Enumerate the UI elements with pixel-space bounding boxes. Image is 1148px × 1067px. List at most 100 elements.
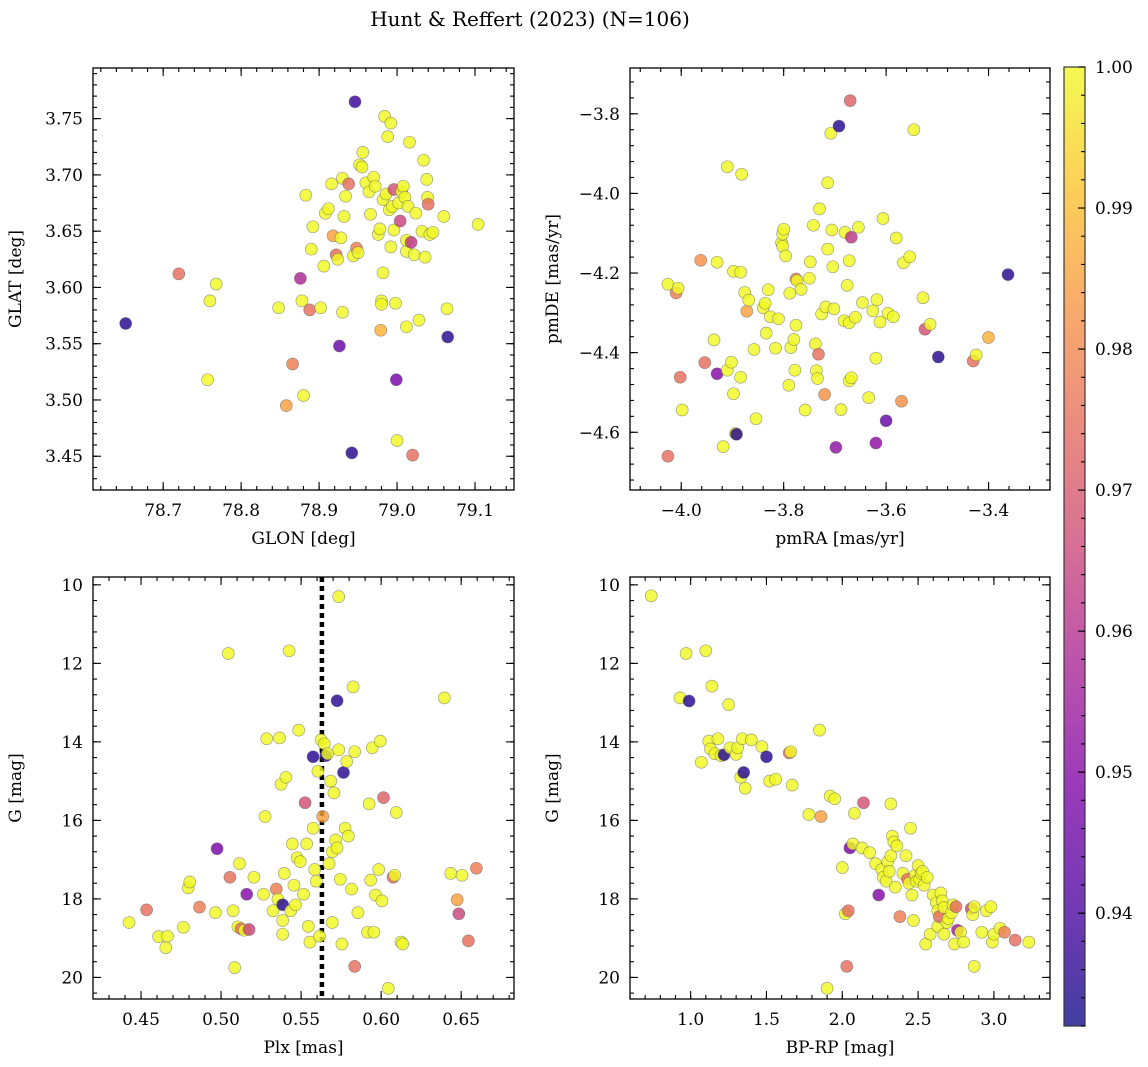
scatter-point	[286, 357, 299, 371]
scatter-point	[348, 745, 362, 759]
scatter-point	[920, 870, 934, 884]
scatter-point	[884, 797, 898, 811]
scatter-point	[210, 842, 224, 856]
scatter-point	[1008, 933, 1022, 947]
scatter-point	[759, 326, 773, 340]
y-tick-label: 18	[598, 890, 620, 910]
scatter-point	[862, 391, 876, 404]
scatter-point	[356, 146, 370, 159]
scatter-point	[341, 829, 355, 843]
axes-frame	[629, 576, 1051, 1000]
scatter-point	[373, 734, 387, 748]
y-tick-label: 12	[598, 654, 620, 674]
scatter-point	[364, 207, 377, 221]
y-tick-label: −4.4	[579, 344, 620, 364]
scatter-points	[122, 590, 483, 995]
scatter-point	[673, 370, 687, 384]
scatter-point	[807, 218, 820, 232]
scatter-point	[969, 348, 983, 362]
scatter-point	[814, 810, 828, 823]
scatter-point	[406, 448, 419, 462]
colorbar-tick-label: 1.00	[1095, 58, 1133, 78]
y-axis-label: pmDE [mas/yr]	[543, 214, 563, 344]
scatter-point	[279, 770, 293, 784]
y-axis-label: G [mag]	[543, 753, 563, 822]
scatter-point	[306, 750, 320, 764]
scatter-point	[760, 750, 773, 764]
scatter-point	[834, 403, 848, 416]
scatter-point	[345, 446, 359, 460]
scatter-point	[289, 898, 302, 912]
x-tick-label: 2.0	[829, 1010, 856, 1030]
scatter-point	[769, 341, 782, 355]
y-axis-label: G [mag]	[6, 753, 26, 822]
scatter-point	[675, 403, 689, 417]
scatter-point	[276, 927, 290, 941]
scatter-point	[355, 160, 369, 174]
scatter-point	[389, 373, 403, 387]
scatter-point	[777, 222, 791, 236]
scatter-point	[335, 937, 349, 951]
panel-bprp-g: 1.0 1.5 2.0 2.5 3.0 10 12 14 16 18 20 BP-RP [mag] G …	[543, 576, 1051, 1058]
scatter-point	[337, 766, 350, 779]
scatter-point	[330, 841, 344, 855]
scatter-point	[334, 231, 348, 245]
scatter-point	[931, 350, 945, 364]
scatter-point	[303, 935, 317, 949]
scatter-point	[889, 231, 903, 245]
scatter-point	[418, 250, 432, 264]
scatter-point	[325, 177, 338, 191]
scatter-point	[794, 283, 808, 296]
scatter-point	[661, 449, 675, 463]
scatter-point	[671, 281, 685, 295]
scatter-points	[119, 95, 485, 462]
scatter-point	[841, 904, 855, 918]
scatter-point	[813, 723, 826, 737]
scatter-point	[226, 904, 240, 918]
scatter-point	[282, 644, 296, 658]
scatter-point	[298, 796, 312, 810]
scatter-point	[863, 846, 876, 859]
scatter-point	[890, 839, 904, 853]
scatter-point	[372, 863, 386, 876]
scatter-point	[798, 403, 812, 417]
scatter-point	[321, 747, 334, 761]
x-tick-label: −3.6	[865, 501, 906, 521]
scatter-point	[844, 371, 858, 385]
scatter-point	[417, 153, 430, 167]
scatter-point	[827, 302, 841, 316]
scatter-point	[412, 313, 426, 327]
scatter-point	[899, 849, 913, 863]
scatter-point	[373, 222, 387, 236]
scatter-point	[322, 202, 335, 216]
scatter-point	[813, 202, 826, 216]
scatter-point	[450, 893, 464, 907]
scatter-point	[362, 797, 376, 811]
scatter-point	[285, 837, 299, 851]
panel-glon-glat: 78.7 78.8 78.9 79.0 79.1 3.45 3.50 3.55 3.60 3.65…	[6, 67, 515, 549]
scatter-point	[247, 870, 261, 884]
scatter-point	[761, 283, 775, 297]
scatter-point	[698, 356, 712, 369]
scatter-point	[905, 888, 919, 902]
y-tick-label: 12	[61, 654, 83, 674]
scatter-point	[857, 796, 870, 810]
y-tick-label: −4.2	[579, 264, 620, 284]
scatter-point	[826, 260, 840, 274]
x-tick-label: 1.0	[677, 1010, 704, 1030]
scatter-point	[785, 778, 799, 792]
scatter-point	[772, 312, 785, 326]
scatter-point	[872, 888, 886, 902]
scatter-point	[297, 887, 310, 901]
y-tick-label: 16	[61, 811, 83, 831]
scatter-point	[982, 331, 995, 344]
scatter-point	[907, 123, 921, 137]
y-axis-label: GLAT [deg]	[6, 230, 26, 328]
scatter-point	[276, 914, 290, 927]
colorbar-tick-label: 0.98	[1095, 340, 1133, 360]
scatter-point	[324, 774, 338, 788]
scatter-point	[381, 982, 395, 995]
y-tick-label: 18	[61, 890, 83, 910]
y-tick-label: 14	[598, 733, 620, 753]
x-tick-label: 2.5	[905, 1010, 932, 1030]
